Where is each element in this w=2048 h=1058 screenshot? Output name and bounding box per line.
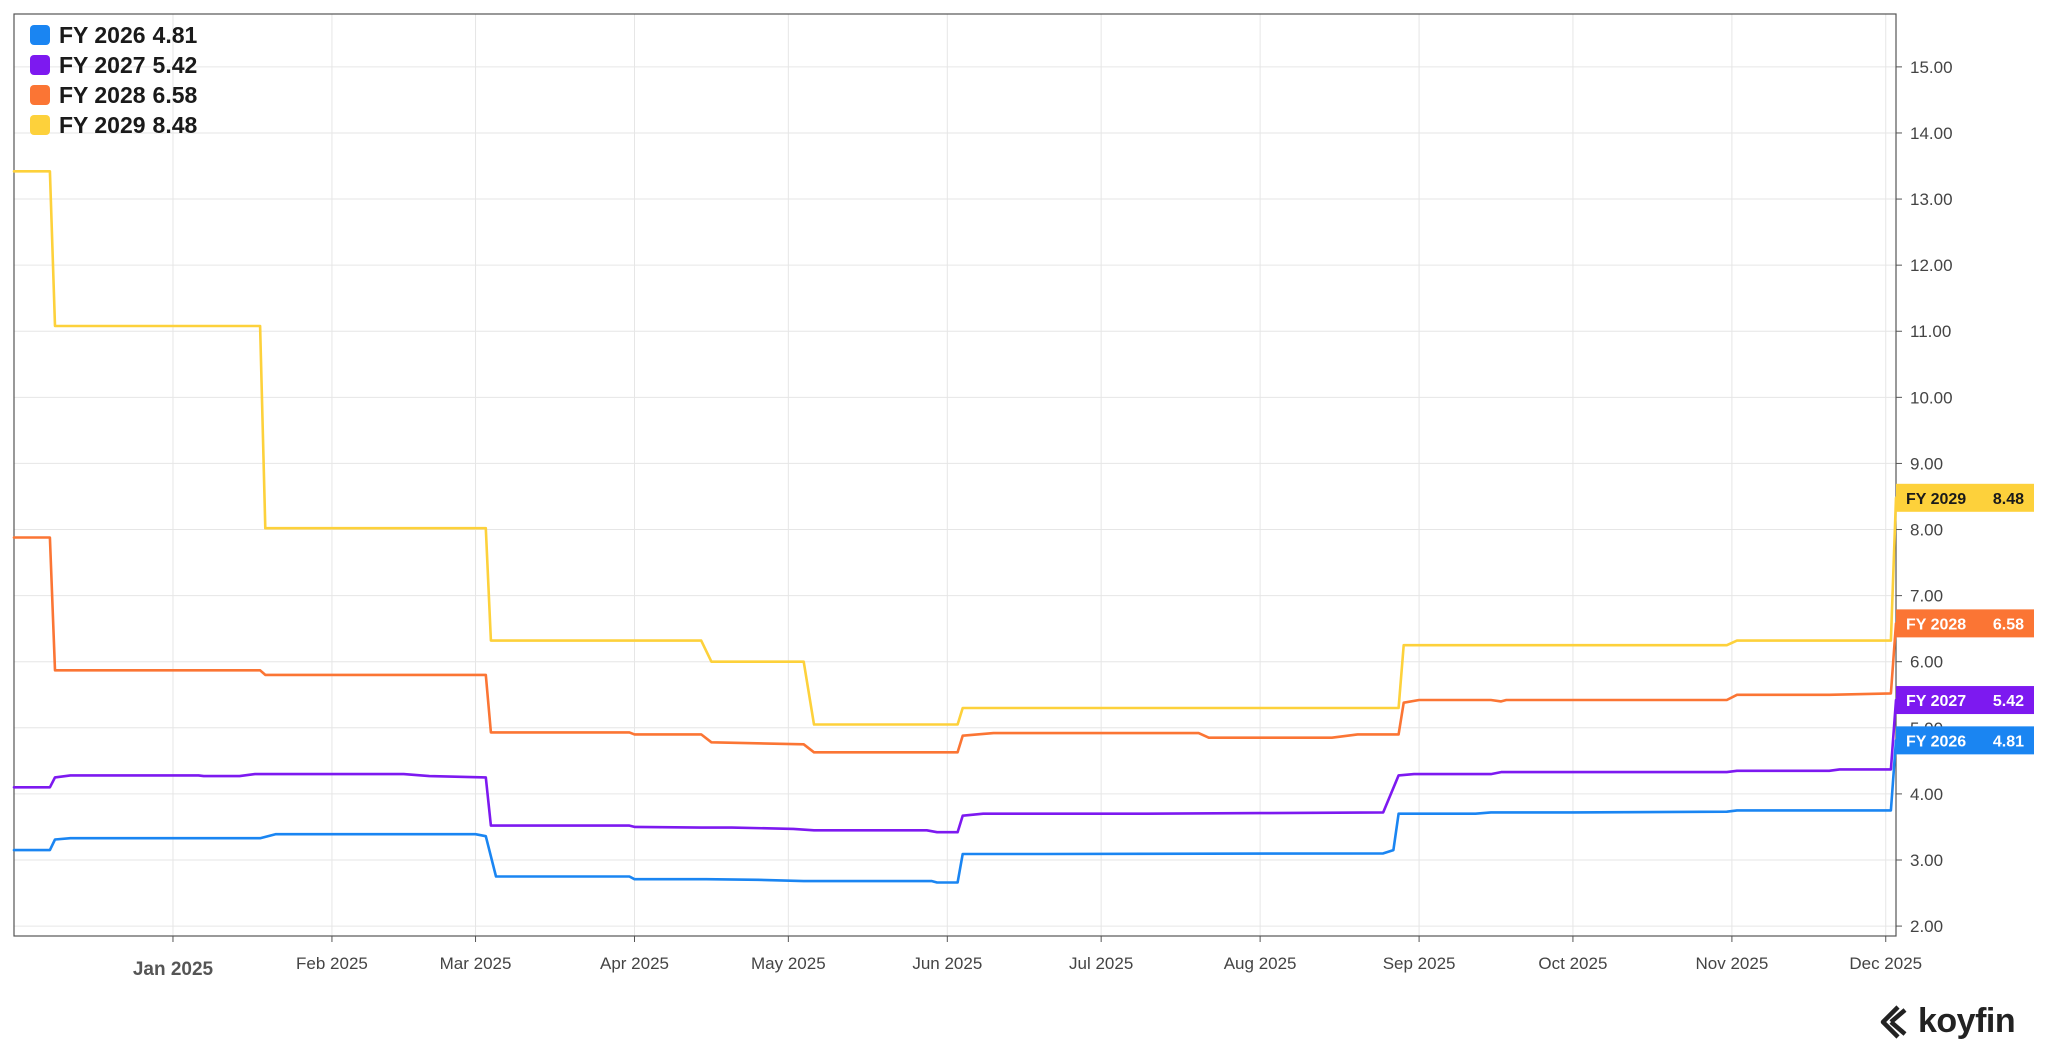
legend-item-fy-2028[interactable]: FY 2028 6.58 [30,80,197,110]
legend-label: FY 2028 6.58 [59,81,198,108]
y-tick-label: 6.00 [1910,653,1943,672]
x-tick-label: Mar 2025 [440,954,512,973]
legend-swatch [30,25,50,45]
y-tick-label: 9.00 [1910,454,1943,473]
x-axis: Jan 2025 Feb 2025 Mar 2025 Apr 2025 May 2025… [133,936,1922,980]
x-tick-label: Jul 2025 [1069,954,1133,973]
end-label-value: 6.58 [1993,616,2024,633]
series-line-fy-2026 [12,739,1898,884]
end-label-box [1896,686,2034,715]
x-tick-label: Oct 2025 [1538,954,1607,973]
series-line-fy-2028 [12,536,1898,754]
x-tick-label: Sep 2025 [1383,954,1456,973]
x-tick-label: Jun 2025 [912,954,982,973]
legend-label: FY 2027 5.42 [59,51,198,78]
series-line-fy-2029 [12,170,1898,726]
legend-item-fy-2027[interactable]: FY 2027 5.42 [30,50,197,80]
y-tick-label: 3.00 [1910,851,1943,870]
x-tick-label: May 2025 [751,954,826,973]
series-end-labels: FY 2029 8.48 FY 2028 6.58 FY 2027 5.42 FY 2026… [1896,483,2034,755]
y-tick-label: 15.00 [1910,58,1953,77]
end-label-name: FY 2029 [1906,491,1966,508]
legend-label: FY 2029 8.48 [59,111,198,138]
end-label-name: FY 2028 [1906,616,1966,633]
legend-label: FY 2026 4.81 [59,21,198,48]
end-label-value: 8.48 [1993,491,2024,508]
x-tick-label: Dec 2025 [1849,954,1922,973]
end-label-value: 5.42 [1993,693,2024,710]
legend-swatch [30,85,50,105]
brand-name: koyfin [1918,1002,2016,1040]
end-label-name: FY 2027 [1906,693,1966,710]
horizontal-gridlines [14,66,1896,927]
y-tick-label: 14.00 [1910,124,1953,143]
koyfin-logo-icon [1880,1004,1907,1039]
legend-item-fy-2029[interactable]: FY 2029 8.48 [30,110,197,140]
y-tick-label: 12.00 [1910,256,1953,275]
x-tick-label: Jan 2025 [133,959,214,980]
end-label-name: FY 2026 [1906,733,1966,750]
legend-swatch [30,115,50,135]
y-tick-label: 4.00 [1910,785,1943,804]
end-label-box [1896,726,2034,755]
x-tick-label: Aug 2025 [1224,954,1297,973]
end-label-value: 4.81 [1993,733,2024,750]
brand-logo: koyfin [1878,1002,2016,1041]
y-tick-label: 7.00 [1910,587,1943,606]
x-tick-label: Feb 2025 [296,954,368,973]
x-tick-label: Nov 2025 [1696,954,1769,973]
y-tick-label: 8.00 [1910,521,1943,540]
y-tick-label: 10.00 [1910,388,1953,407]
end-label-box [1896,609,2034,638]
end-label-box [1896,483,2034,512]
series-lines [12,170,1898,884]
series-line-fy-2027 [12,698,1898,834]
legend: FY 2026 4.81 FY 2027 5.42 FY 2028 6.58 FY 2… [30,20,197,140]
y-axis: 2.003.004.005.006.007.008.009.0010.0011.… [1896,58,1953,936]
plot-frame [13,13,1897,937]
legend-swatch [30,55,50,75]
x-tick-label: Apr 2025 [600,954,669,973]
y-tick-label: 2.00 [1910,917,1943,936]
vertical-gridlines [172,14,1887,936]
y-tick-label: 13.00 [1910,190,1953,209]
y-tick-label: 11.00 [1910,322,1951,341]
legend-item-fy-2026[interactable]: FY 2026 4.81 [30,20,197,50]
